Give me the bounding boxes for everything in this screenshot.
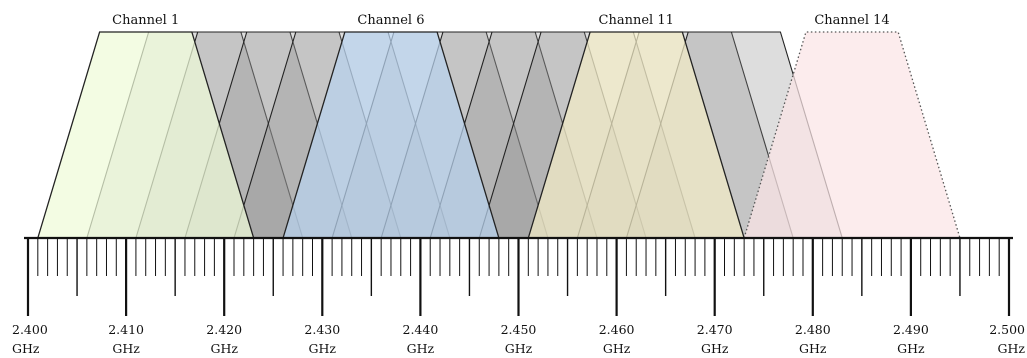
axis-labels: 2.400 GHz 2.410 GHz 2.420 GHz 2.430 GHz 2.440 GHz…: [12, 322, 1025, 356]
channel-label: Channel 14: [814, 13, 889, 28]
tick-label-value: 2.440: [403, 322, 439, 337]
tick-label-value: 2.410: [108, 322, 144, 337]
tick-label-unit: GHz: [309, 341, 337, 356]
frequency-axis: [24, 236, 1013, 316]
tick-label-unit: GHz: [998, 341, 1026, 356]
tick-label-unit: GHz: [701, 341, 729, 356]
tick-label-value: 2.490: [893, 322, 929, 337]
tick-label-value: 2.500: [989, 322, 1025, 337]
tick-label-unit: GHz: [12, 341, 40, 356]
tick-label-value: 2.480: [795, 322, 831, 337]
tick-label-value: 2.470: [697, 322, 733, 337]
channel-label: Channel 11: [599, 13, 674, 28]
tick-label-value: 2.400: [12, 322, 48, 337]
tick-label-value: 2.460: [599, 322, 635, 337]
tick-label-value: 2.450: [501, 322, 537, 337]
tick-label-unit: GHz: [505, 341, 533, 356]
tick-label-value: 2.420: [206, 322, 242, 337]
tick-label-unit: GHz: [897, 341, 925, 356]
channel-label: Channel 1: [112, 13, 179, 28]
tick-label-unit: GHz: [407, 341, 435, 356]
channel-label: Channel 6: [357, 13, 424, 28]
tick-label-unit: GHz: [603, 341, 631, 356]
tick-label-unit: GHz: [799, 341, 827, 356]
tick-label-unit: GHz: [210, 341, 238, 356]
tick-label-unit: GHz: [112, 341, 140, 356]
labeled-channels-layer: Channel 1 Channel 6 Channel 11 Channel 14: [36, 13, 961, 239]
channel-channel-14-shape: [743, 31, 961, 239]
tick-label-value: 2.430: [304, 322, 340, 337]
